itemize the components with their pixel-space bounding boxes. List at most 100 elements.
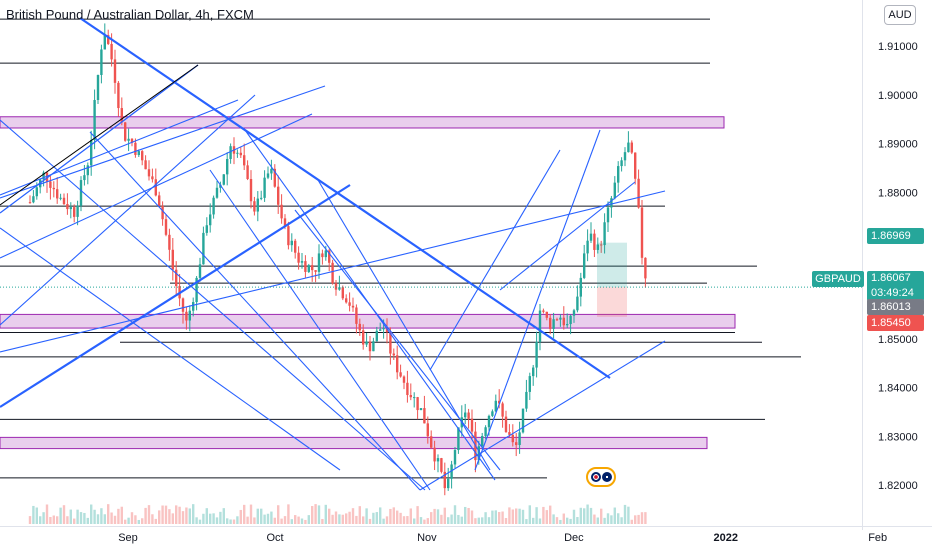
candle-body <box>440 458 443 472</box>
candle-body <box>559 317 562 320</box>
volume-bar <box>345 513 348 524</box>
candle-body <box>141 151 144 161</box>
candle-body <box>175 269 178 287</box>
candle-body <box>147 169 151 177</box>
volume-bar <box>56 516 59 524</box>
volume-bar <box>450 514 453 524</box>
candle-body <box>62 197 66 205</box>
candle-body <box>328 250 331 263</box>
volume-bar <box>328 508 331 524</box>
volume-bar <box>402 516 406 524</box>
volume-bar <box>314 504 317 524</box>
candle-body <box>103 35 106 50</box>
volume-bar <box>181 511 185 524</box>
trendline <box>419 340 666 491</box>
volume-bar <box>69 509 72 524</box>
volume-bar <box>511 509 514 524</box>
candle-body <box>351 305 355 308</box>
candle-body <box>345 298 348 303</box>
volume-bar <box>494 510 497 524</box>
volume-bar <box>627 506 630 524</box>
volume-bar <box>32 505 35 524</box>
candle-body <box>552 319 555 329</box>
volume-bar <box>45 504 49 524</box>
candle-body <box>226 158 229 175</box>
candle-body <box>96 74 100 101</box>
black-trendline <box>0 64 199 206</box>
volume-bar <box>93 509 96 524</box>
candle-body <box>202 232 205 265</box>
candle-body <box>623 152 627 161</box>
volume-bar <box>127 517 130 524</box>
volume-bar <box>103 514 106 524</box>
candle-body <box>617 166 620 183</box>
volume-layer <box>28 504 647 524</box>
volume-bar <box>28 516 32 524</box>
candle-body <box>572 310 576 316</box>
volume-bar <box>440 514 443 524</box>
candle-body <box>389 331 392 354</box>
candle-body <box>42 172 45 180</box>
volume-bar <box>96 514 100 524</box>
candle-body <box>555 319 559 321</box>
candle-body <box>423 408 426 424</box>
candle-body <box>212 197 215 215</box>
volume-bar <box>304 519 307 524</box>
volume-bar <box>192 504 195 524</box>
candle-body <box>280 204 283 219</box>
gbp-aud-flag-icon[interactable] <box>586 467 616 487</box>
volume-bar <box>236 516 239 524</box>
volume-bar <box>117 508 120 524</box>
candle-body <box>300 261 304 263</box>
volume-bar <box>430 512 433 524</box>
volume-bar <box>474 518 477 524</box>
trendline <box>0 99 239 196</box>
candle-body <box>331 262 334 284</box>
volume-bar <box>195 517 198 524</box>
volume-bar <box>436 509 440 524</box>
candles-layer <box>28 23 647 496</box>
candle-body <box>66 204 69 210</box>
candle-body <box>110 43 113 60</box>
volume-bar <box>219 511 222 524</box>
candle-body <box>192 302 195 311</box>
volume-bar <box>426 518 429 524</box>
volume-bar <box>277 505 280 524</box>
volume-bar <box>413 518 416 524</box>
volume-bar <box>198 519 202 524</box>
candle-body <box>205 225 208 233</box>
volume-bar <box>586 504 589 524</box>
volume-bar <box>202 513 205 524</box>
candle-body <box>256 198 259 212</box>
candle-body <box>447 478 450 489</box>
current-price-block: 1.86067 03:49:24 <box>867 271 924 301</box>
candle-body <box>419 408 423 411</box>
candle-body <box>375 330 378 342</box>
volume-bar <box>161 505 164 524</box>
trendline <box>0 184 351 408</box>
time-tick-label: Nov <box>417 532 437 544</box>
candle-body <box>637 178 640 208</box>
candle-body <box>209 214 212 226</box>
volume-bar <box>49 516 52 524</box>
trendline <box>0 64 199 214</box>
candle-body <box>511 434 514 443</box>
volume-bar <box>566 517 569 524</box>
currency-button[interactable]: AUD <box>884 5 916 25</box>
candle-body <box>144 160 147 170</box>
volume-bar <box>504 518 508 524</box>
volume-bar <box>62 505 66 524</box>
candle-body <box>168 234 171 250</box>
candle-body <box>239 152 242 156</box>
candle-body <box>385 327 389 332</box>
volume-bar <box>392 507 395 524</box>
candle-body <box>436 458 440 462</box>
candle-body <box>481 436 484 447</box>
trendline <box>209 169 431 491</box>
candle-body <box>137 151 140 155</box>
candle-body <box>154 179 157 196</box>
volume-bar <box>42 512 45 524</box>
price-tick-label: 1.84000 <box>878 383 918 395</box>
volume-bar <box>351 508 355 524</box>
sr-zone <box>0 116 725 129</box>
